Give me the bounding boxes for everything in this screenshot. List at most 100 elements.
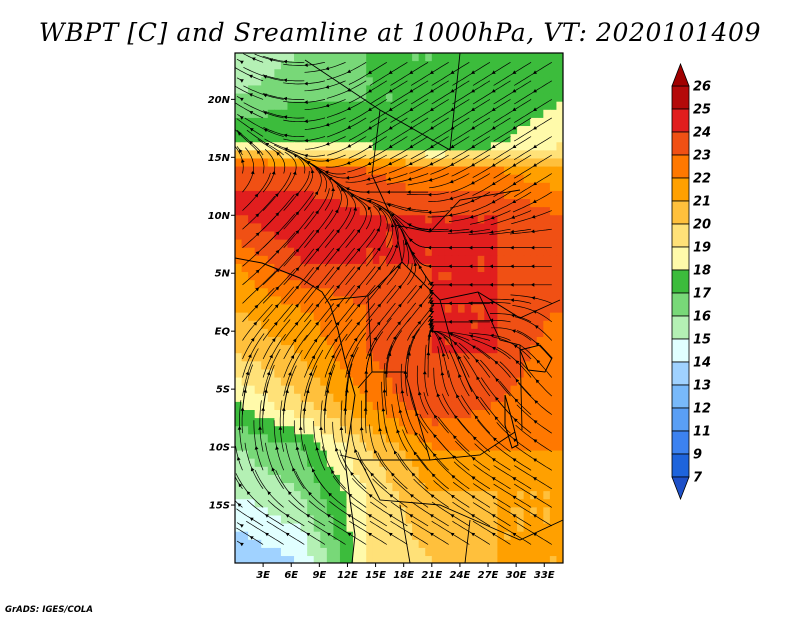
heat-cell — [235, 255, 243, 265]
heat-cell — [353, 466, 361, 476]
heat-cell — [307, 61, 315, 70]
heat-cell — [471, 353, 479, 362]
heat-cell — [563, 256, 570, 265]
heat-cell — [267, 215, 275, 224]
heat-cell — [412, 361, 420, 371]
heat-cell — [307, 109, 315, 119]
heat-cell — [254, 77, 262, 87]
heat-cell — [503, 158, 512, 168]
streamline-arrow — [429, 532, 434, 537]
heat-cell — [464, 296, 472, 306]
heat-cell — [287, 515, 295, 525]
heat-cell — [425, 539, 433, 549]
heat-cell — [530, 361, 538, 371]
heat-cell — [248, 507, 256, 517]
heat-cell — [425, 369, 433, 379]
streamline-arrow — [388, 126, 393, 130]
heat-cell — [280, 77, 289, 87]
heat-cell — [444, 458, 453, 468]
heat-cell — [503, 263, 512, 273]
heat-cell — [536, 491, 544, 500]
border-line — [304, 53, 563, 563]
heat-cell — [536, 117, 544, 127]
heat-cell — [556, 126, 563, 135]
heat-cell — [484, 53, 492, 62]
streamline-arrow — [450, 89, 455, 93]
streamline-arrow — [376, 227, 380, 232]
heat-cell — [307, 523, 315, 533]
heat-cell — [451, 466, 459, 476]
heat-cell — [556, 442, 563, 452]
heat-cell — [313, 410, 321, 419]
heat-cell — [379, 77, 387, 87]
heat-cell — [405, 199, 413, 208]
heat-cell — [425, 531, 433, 541]
heat-cell — [294, 385, 302, 395]
heat-cell — [320, 353, 328, 362]
heat-cell — [353, 272, 361, 281]
heat-cell — [523, 474, 531, 484]
heat-cell — [510, 134, 518, 143]
streamline-arrow — [491, 495, 496, 500]
heat-cell — [536, 126, 544, 135]
heat-cell — [431, 77, 439, 87]
heat-cell — [418, 117, 426, 127]
heat-cell — [510, 491, 518, 500]
heat-cell — [405, 142, 413, 151]
heat-cell — [444, 93, 453, 103]
heat-cell — [556, 328, 563, 338]
heat-cell — [556, 418, 563, 427]
heat-cell — [339, 199, 348, 208]
heat-cell — [313, 523, 321, 533]
heat-cell — [326, 450, 334, 460]
streamline-arrow — [489, 300, 494, 305]
heat-cell — [510, 231, 518, 241]
streamline-arrow — [434, 414, 438, 419]
heat-cell — [326, 499, 334, 508]
heat-cell — [536, 69, 544, 78]
heat-cell — [536, 515, 544, 525]
heat-cell — [326, 231, 334, 241]
heat-cell — [385, 263, 394, 273]
heat-cell — [412, 247, 420, 257]
heat-cell — [320, 69, 328, 78]
heat-cell — [563, 207, 570, 216]
heat-cell — [326, 158, 334, 168]
heat-cell — [530, 134, 538, 143]
heat-cell — [399, 190, 407, 200]
heat-cell — [425, 231, 433, 241]
heat-cell — [556, 85, 563, 95]
heat-cell — [530, 296, 538, 306]
heat-cell — [274, 174, 282, 184]
streamline-arrow — [512, 495, 517, 500]
heat-cell — [326, 434, 334, 444]
heat-cell — [405, 231, 413, 241]
heat-cell — [471, 556, 479, 563]
heat-cell — [235, 223, 243, 233]
heat-cell — [353, 539, 361, 549]
heat-cell — [523, 483, 531, 492]
colorbar-segment — [671, 361, 690, 386]
heat-cell — [563, 167, 570, 176]
heat-cell — [405, 190, 413, 200]
heat-cell — [464, 474, 472, 484]
heat-cell — [241, 77, 249, 87]
heat-cell — [536, 142, 544, 151]
heat-cell — [431, 345, 439, 354]
streamline-arrow — [407, 207, 411, 211]
heat-cell — [530, 539, 538, 549]
heat-cell — [333, 117, 341, 127]
streamline-arrow — [491, 346, 496, 351]
heat-cell — [320, 466, 328, 476]
heat-cell — [543, 450, 551, 460]
heat-cell — [353, 361, 361, 371]
heat-cell — [248, 442, 256, 452]
heat-cell — [412, 304, 420, 314]
heat-cell — [326, 418, 334, 427]
heat-cell — [346, 393, 354, 403]
streamline-arrow — [471, 532, 476, 537]
streamline-arrow — [334, 447, 339, 452]
heat-cell — [287, 491, 295, 500]
heat-cell — [503, 304, 512, 314]
heat-cell — [530, 255, 538, 265]
